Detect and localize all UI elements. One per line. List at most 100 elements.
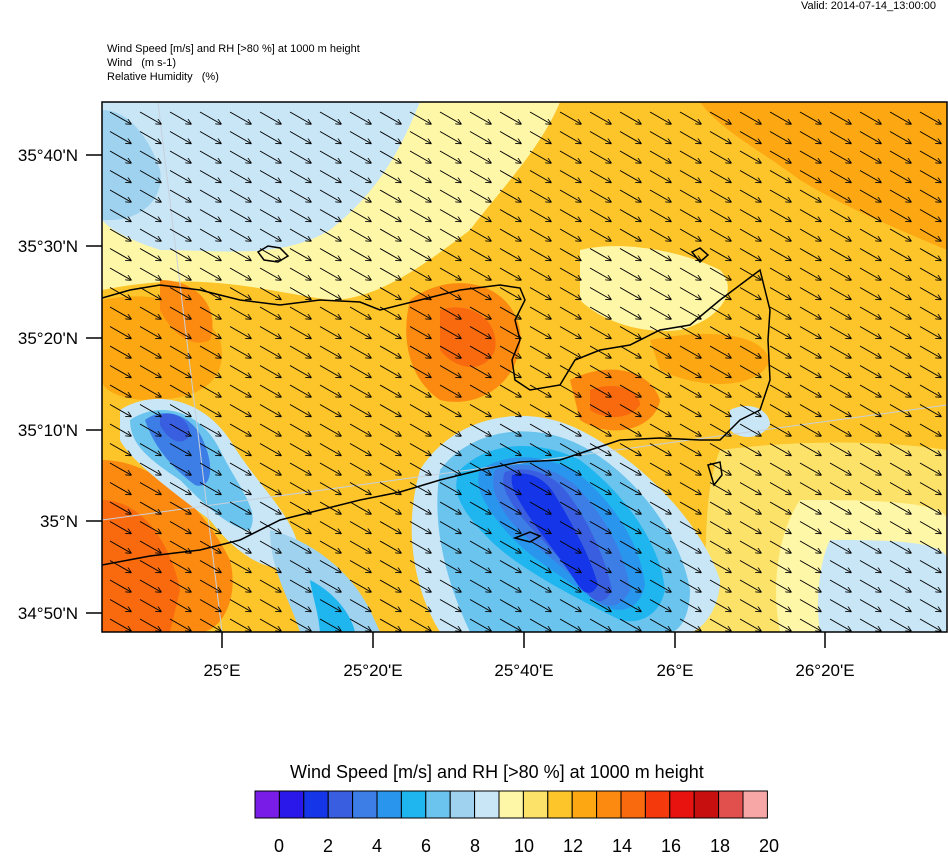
wind-arrow bbox=[709, 326, 731, 339]
wind-arrow bbox=[799, 326, 821, 339]
wind-arrow bbox=[259, 501, 281, 514]
wind-arrow bbox=[499, 248, 521, 261]
wind-arrow bbox=[619, 560, 641, 573]
wind-arrow bbox=[649, 248, 671, 261]
wind-arrow bbox=[409, 345, 431, 358]
wind-arrow bbox=[649, 521, 671, 534]
wind-arrow bbox=[139, 131, 161, 144]
wind-arrow bbox=[829, 111, 851, 124]
wind-arrow bbox=[139, 540, 161, 553]
wind-arrow bbox=[799, 482, 821, 495]
wind-arrow bbox=[919, 521, 941, 534]
wind-arrow bbox=[769, 345, 791, 358]
wind-arrow bbox=[109, 228, 131, 241]
wind-arrow bbox=[619, 189, 641, 202]
wind-arrow bbox=[769, 404, 791, 417]
wind-arrow bbox=[409, 540, 431, 553]
wind-arrow bbox=[139, 306, 161, 319]
wind-arrow bbox=[349, 345, 371, 358]
wind-arrow bbox=[499, 345, 521, 358]
wind-arrow bbox=[259, 462, 281, 475]
wind-arrow bbox=[559, 189, 581, 202]
lat-label-3: 35°10'N bbox=[18, 421, 78, 440]
wind-arrow bbox=[739, 170, 761, 183]
lat-label-4: 35°N bbox=[40, 512, 78, 531]
wind-arrow bbox=[109, 579, 131, 592]
wind-arrow bbox=[589, 345, 611, 358]
wind-arrow bbox=[589, 384, 611, 397]
wind-arrow bbox=[199, 560, 221, 573]
wind-arrow bbox=[739, 540, 761, 553]
wind-arrow bbox=[799, 228, 821, 241]
wind-arrow bbox=[409, 326, 431, 339]
wind-arrow bbox=[649, 579, 671, 592]
wind-arrows bbox=[109, 111, 941, 631]
wind-arrow bbox=[109, 267, 131, 280]
wind-arrow bbox=[739, 404, 761, 417]
colorbar-swatch bbox=[669, 790, 695, 819]
wind-arrow bbox=[799, 345, 821, 358]
wind-arrow bbox=[859, 111, 881, 124]
wind-arrow bbox=[169, 579, 191, 592]
wind-arrow bbox=[469, 209, 491, 222]
wind-arrow bbox=[649, 189, 671, 202]
wind-arrow bbox=[559, 443, 581, 456]
wind-arrow bbox=[559, 248, 581, 261]
wind-arrow bbox=[379, 345, 401, 358]
wind-arrow bbox=[889, 599, 911, 612]
wind-arrow bbox=[319, 482, 341, 495]
wind-arrow bbox=[649, 540, 671, 553]
wind-arrow bbox=[439, 423, 461, 436]
wind-arrow bbox=[619, 482, 641, 495]
wind-arrow bbox=[859, 501, 881, 514]
colorbar-label: 8 bbox=[469, 836, 481, 856]
wind-arrow bbox=[469, 423, 491, 436]
wind-arrow bbox=[919, 248, 941, 261]
wind-arrow bbox=[409, 287, 431, 300]
wind-arrow bbox=[199, 365, 221, 378]
wind-arrow bbox=[499, 365, 521, 378]
wind-arrow bbox=[769, 540, 791, 553]
wind-arrow bbox=[259, 345, 281, 358]
wind-arrow bbox=[799, 131, 821, 144]
wind-arrow bbox=[889, 560, 911, 573]
wind-arrow bbox=[829, 326, 851, 339]
wind-arrow bbox=[649, 267, 671, 280]
wind-arrow bbox=[889, 267, 911, 280]
colorbar-swatch bbox=[474, 790, 500, 819]
wind-arrow bbox=[169, 462, 191, 475]
wind-arrow bbox=[619, 170, 641, 183]
wind-arrow bbox=[889, 443, 911, 456]
wind-arrow bbox=[499, 618, 521, 631]
wind-arrow bbox=[739, 248, 761, 261]
wind-arrow bbox=[409, 501, 431, 514]
wind-arrow bbox=[199, 228, 221, 241]
wind-arrow bbox=[559, 540, 581, 553]
wind-arrow bbox=[319, 326, 341, 339]
wind-arrow bbox=[259, 209, 281, 222]
wind-arrow bbox=[619, 326, 641, 339]
wind-arrow bbox=[139, 404, 161, 417]
wind-arrow bbox=[469, 228, 491, 241]
wind-arrow bbox=[469, 482, 491, 495]
wind-arrow bbox=[409, 228, 431, 241]
wind-arrow bbox=[589, 579, 611, 592]
wind-arrow bbox=[259, 131, 281, 144]
wind-arrow bbox=[499, 404, 521, 417]
wind-arrow bbox=[229, 365, 251, 378]
wind-arrow bbox=[589, 365, 611, 378]
wind-arrow bbox=[739, 443, 761, 456]
wind-arrow bbox=[259, 228, 281, 241]
wind-arrow bbox=[769, 599, 791, 612]
colorbar-swatch bbox=[620, 790, 646, 819]
wind-arrow bbox=[229, 326, 251, 339]
wind-arrow bbox=[139, 384, 161, 397]
wind-arrow bbox=[799, 540, 821, 553]
wind-arrow bbox=[469, 287, 491, 300]
wind-arrow bbox=[889, 189, 911, 202]
wind-arrow bbox=[559, 560, 581, 573]
wind-arrow bbox=[859, 423, 881, 436]
wind-arrow bbox=[529, 209, 551, 222]
wind-arrow bbox=[439, 599, 461, 612]
wind-arrow bbox=[379, 443, 401, 456]
